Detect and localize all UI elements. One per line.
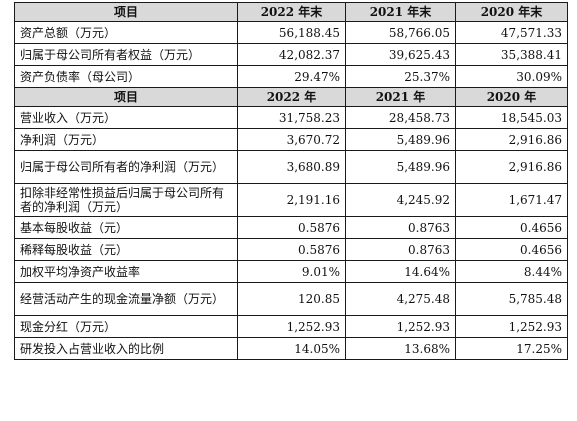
table-header-row-balance: 项目 2022 年末 2021 年末 2020 年末 [14, 2, 568, 22]
row-label: 研发投入占营业收入的比例 [14, 337, 238, 360]
header-cell-period: 2021 年末 [345, 2, 456, 22]
value-cell: 47,571.33 [455, 21, 568, 44]
value-cell: 42,082.37 [237, 43, 346, 66]
header-cell-item: 项目 [14, 2, 238, 22]
value-cell: 5,489.96 [345, 150, 456, 184]
value-cell: 1,252.93 [237, 315, 346, 338]
value-cell: 1,252.93 [345, 315, 456, 338]
row-label: 稀释每股收益（元） [14, 238, 238, 261]
value-cell: 13.68% [345, 337, 456, 360]
row-label: 营业收入（万元） [14, 106, 238, 129]
header-cell-period: 2022 年末 [237, 2, 346, 22]
value-cell: 0.4656 [455, 216, 568, 239]
header-cell-period: 2020 年 [455, 87, 568, 107]
value-cell: 3,670.72 [237, 128, 346, 151]
financial-table-container: 项目 2022 年末 2021 年末 2020 年末 资产总额（万元） 56,188.45… [14, 2, 568, 360]
value-cell: 5,489.96 [345, 128, 456, 151]
value-cell: 28,458.73 [345, 106, 456, 129]
value-cell: 2,191.16 [237, 183, 346, 217]
header-cell-period: 2020 年末 [455, 2, 568, 22]
row-label: 加权平均净资产收益率 [14, 260, 238, 283]
value-cell: 35,388.41 [455, 43, 568, 66]
table-row: 稀释每股收益（元） 0.5876 0.8763 0.4656 [14, 238, 568, 261]
table-row: 资产总额（万元） 56,188.45 58,766.05 47,571.33 [14, 21, 568, 44]
value-cell: 4,245.92 [345, 183, 456, 217]
value-cell: 14.05% [237, 337, 346, 360]
row-label: 资产总额（万元） [14, 21, 238, 44]
header-cell-period: 2021 年 [345, 87, 456, 107]
table-row: 现金分红（万元） 1,252.93 1,252.93 1,252.93 [14, 315, 568, 338]
value-cell: 9.01% [237, 260, 346, 283]
row-label: 归属于母公司所有者的净利润（万元） [14, 150, 238, 184]
value-cell: 18,545.03 [455, 106, 568, 129]
table-row: 加权平均净资产收益率 9.01% 14.64% 8.44% [14, 260, 568, 283]
table-row: 归属于母公司所有者权益（万元） 42,082.37 39,625.43 35,388.… [14, 43, 568, 66]
table-row: 净利润（万元） 3,670.72 5,489.96 2,916.86 [14, 128, 568, 151]
value-cell: 0.5876 [237, 238, 346, 261]
value-cell: 25.37% [345, 65, 456, 88]
row-label: 归属于母公司所有者权益（万元） [14, 43, 238, 66]
value-cell: 58,766.05 [345, 21, 456, 44]
value-cell: 14.64% [345, 260, 456, 283]
row-label: 经营活动产生的现金流量净额（万元） [14, 282, 238, 316]
value-cell: 56,188.45 [237, 21, 346, 44]
row-label: 扣除非经常性损益后归属于母公司所有者的净利润（万元） [14, 183, 238, 217]
table-row: 资产负债率（母公司） 29.47% 25.37% 30.09% [14, 65, 568, 88]
value-cell: 2,916.86 [455, 128, 568, 151]
value-cell: 5,785.48 [455, 282, 568, 316]
table-body: 项目 2022 年末 2021 年末 2020 年末 资产总额（万元） 56,188.45… [14, 2, 568, 360]
row-label: 现金分红（万元） [14, 315, 238, 338]
value-cell: 17.25% [455, 337, 568, 360]
value-cell: 31,758.23 [237, 106, 346, 129]
row-label: 净利润（万元） [14, 128, 238, 151]
table-row: 营业收入（万元） 31,758.23 28,458.73 18,545.03 [14, 106, 568, 129]
financial-data-table: 项目 2022 年末 2021 年末 2020 年末 资产总额（万元） 56,188.45… [14, 2, 568, 360]
table-row: 研发投入占营业收入的比例 14.05% 13.68% 17.25% [14, 337, 568, 360]
header-cell-period: 2022 年 [237, 87, 346, 107]
value-cell: 30.09% [455, 65, 568, 88]
value-cell: 8.44% [455, 260, 568, 283]
table-row: 基本每股收益（元） 0.5876 0.8763 0.4656 [14, 216, 568, 239]
value-cell: 0.4656 [455, 238, 568, 261]
value-cell: 0.8763 [345, 216, 456, 239]
value-cell: 2,916.86 [455, 150, 568, 184]
row-label: 基本每股收益（元） [14, 216, 238, 239]
value-cell: 39,625.43 [345, 43, 456, 66]
value-cell: 4,275.48 [345, 282, 456, 316]
value-cell: 1,252.93 [455, 315, 568, 338]
table-header-row-income: 项目 2022 年 2021 年 2020 年 [14, 87, 568, 107]
table-row: 经营活动产生的现金流量净额（万元） 120.85 4,275.48 5,785.48 [14, 282, 568, 316]
value-cell: 1,671.47 [455, 183, 568, 217]
table-row: 扣除非经常性损益后归属于母公司所有者的净利润（万元） 2,191.16 4,245.… [14, 183, 568, 217]
value-cell: 0.8763 [345, 238, 456, 261]
value-cell: 120.85 [237, 282, 346, 316]
value-cell: 29.47% [237, 65, 346, 88]
value-cell: 3,680.89 [237, 150, 346, 184]
table-row: 归属于母公司所有者的净利润（万元） 3,680.89 5,489.96 2,916.8… [14, 150, 568, 184]
header-cell-item: 项目 [14, 87, 238, 107]
row-label: 资产负债率（母公司） [14, 65, 238, 88]
value-cell: 0.5876 [237, 216, 346, 239]
